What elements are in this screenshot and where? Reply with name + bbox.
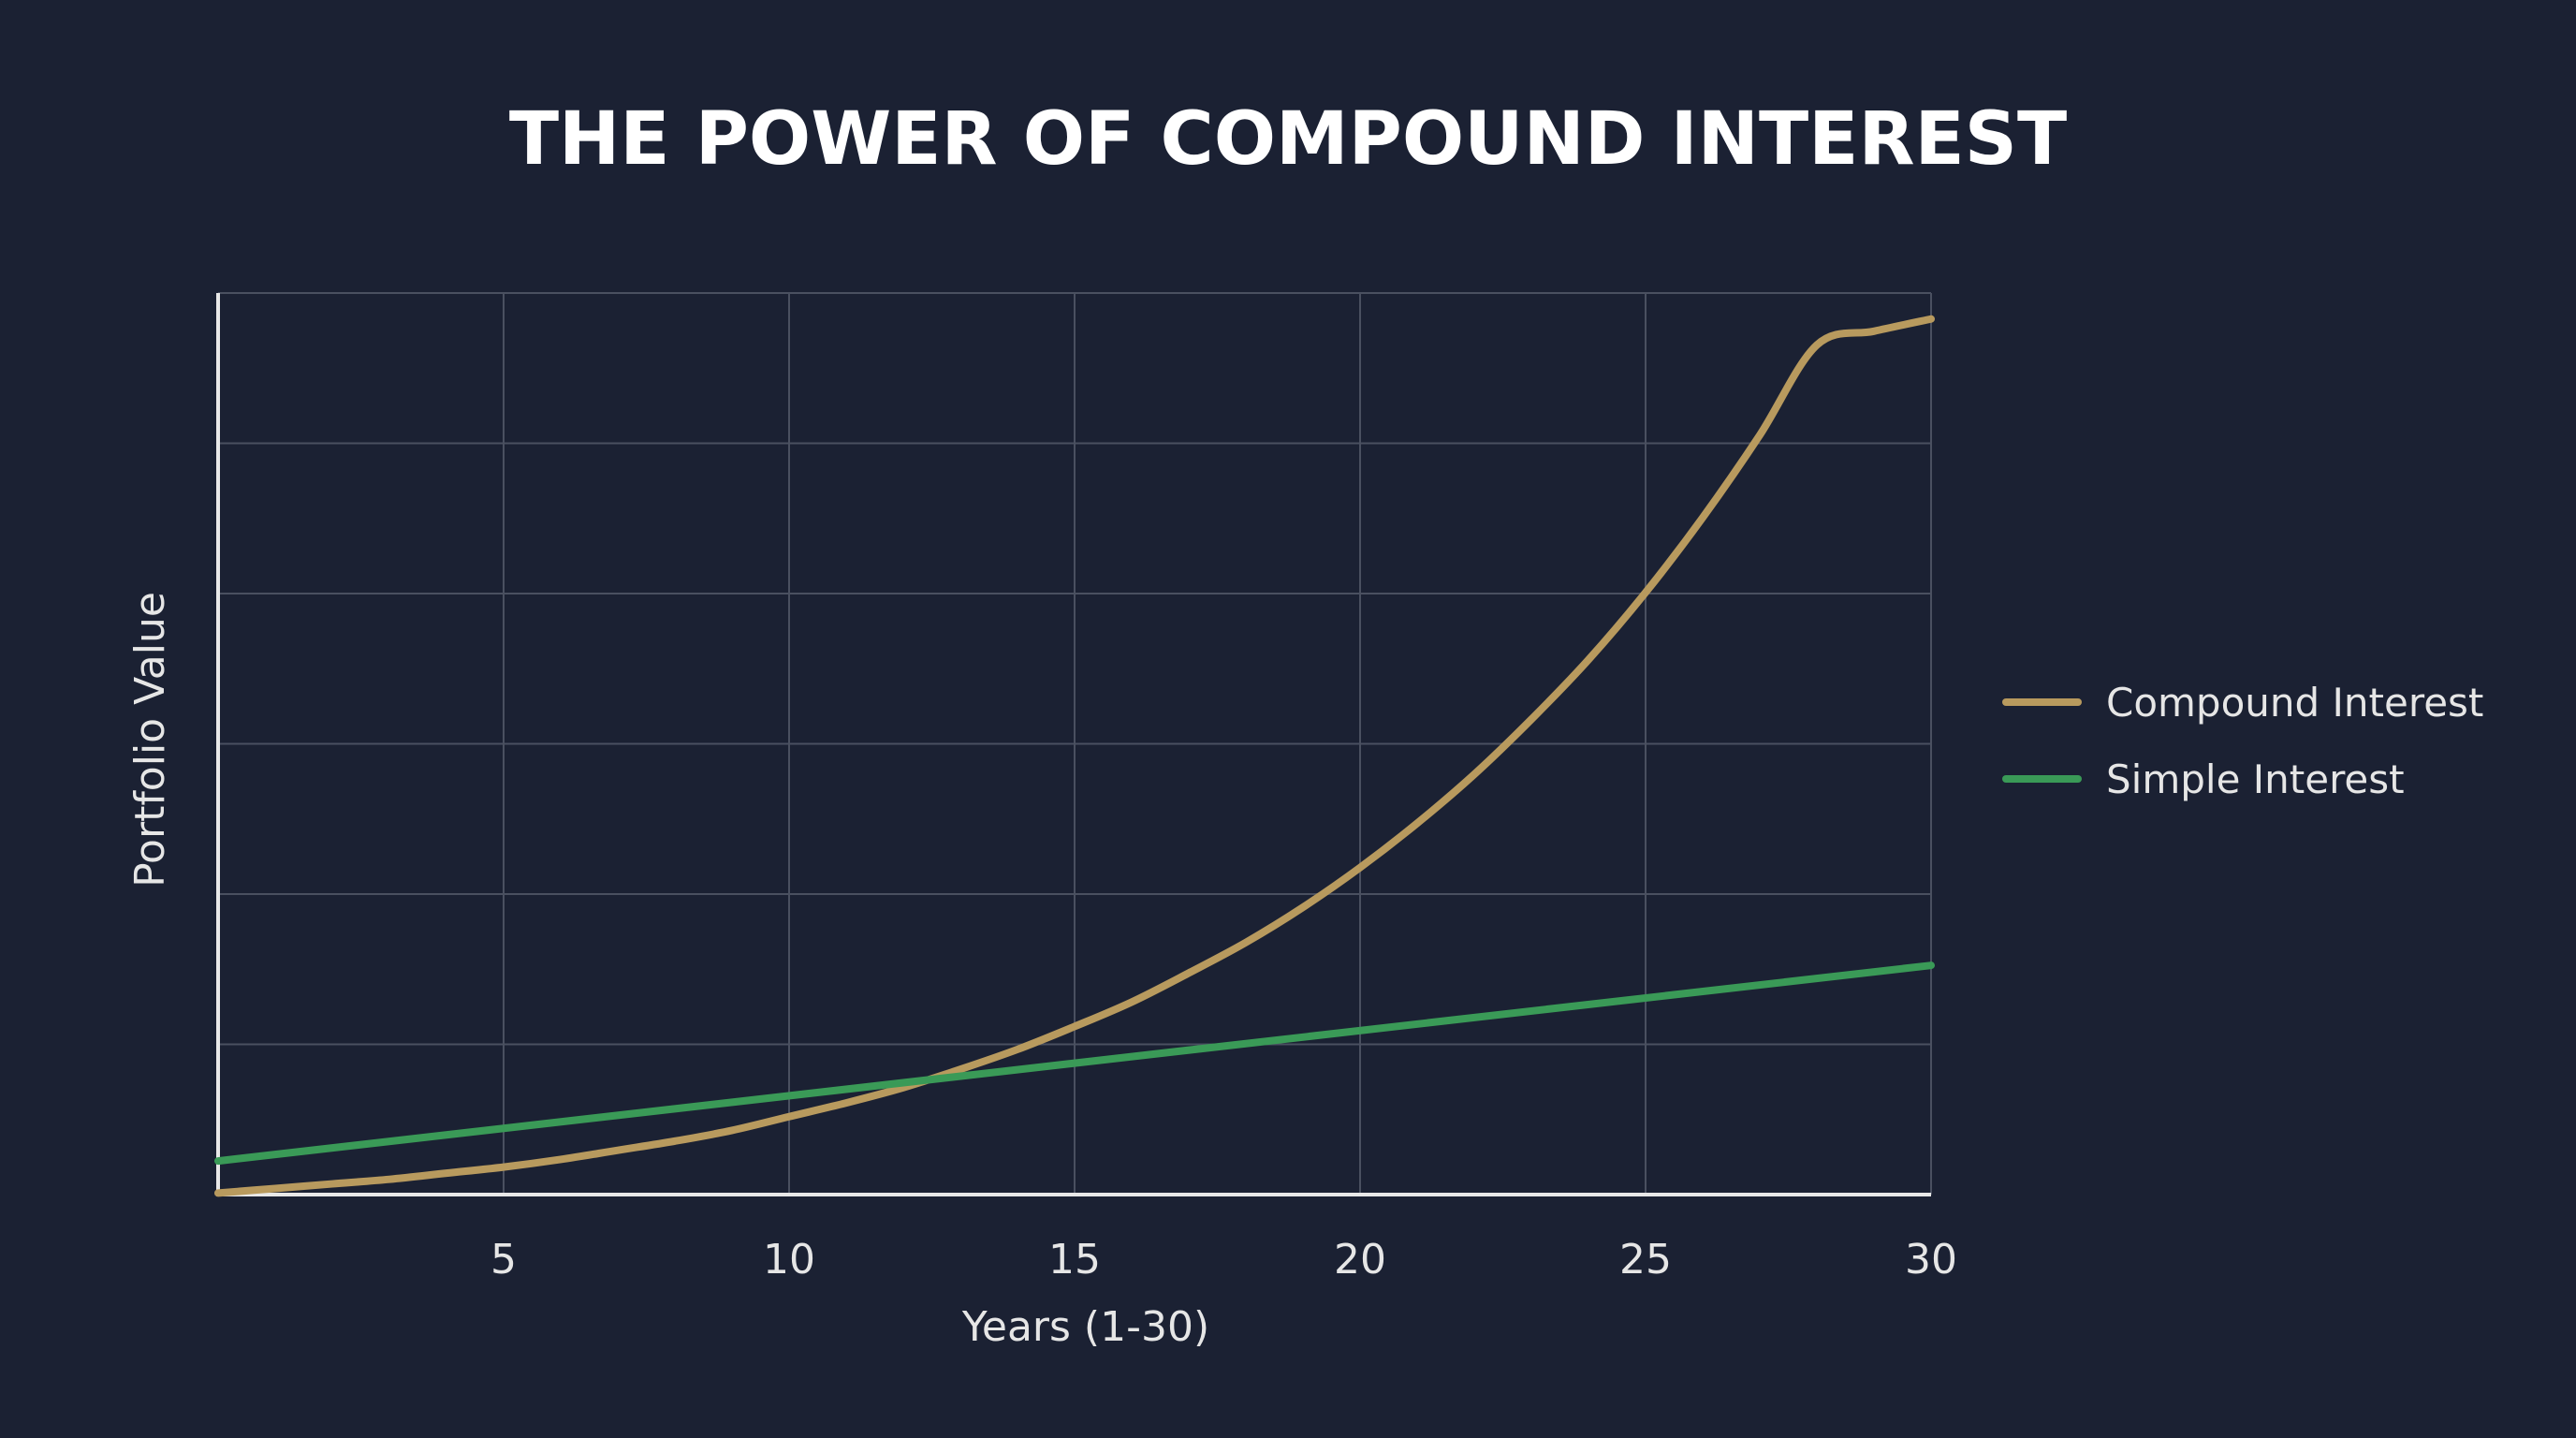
x-tick-label: 25 [1619, 1236, 1672, 1284]
x-tick-label: 10 [763, 1236, 815, 1284]
legend-label: Simple Interest [2106, 756, 2405, 802]
grid [218, 292, 1932, 1196]
x-tick-label: 20 [1334, 1236, 1386, 1284]
x-tick-label: 5 [490, 1236, 517, 1284]
series-lines [214, 315, 1935, 1197]
x-tick-labels: 5 10 15 20 25 30 [490, 1236, 1957, 1284]
series-line-compound-interest [214, 315, 1935, 1197]
y-axis-label: Portfolio Value [126, 592, 174, 888]
chart-title: THE POWER OF COMPOUND INTEREST [509, 97, 2067, 182]
x-tick-label: 15 [1048, 1236, 1101, 1284]
x-tick-label: 30 [1905, 1236, 1957, 1284]
axes [216, 293, 1931, 1196]
legend: Compound Interest Simple Interest [2002, 680, 2483, 802]
legend-label: Compound Interest [2106, 680, 2483, 726]
x-axis-label: Years (1-30) [961, 1303, 1209, 1351]
series-line-simple-interest [214, 961, 1935, 1166]
